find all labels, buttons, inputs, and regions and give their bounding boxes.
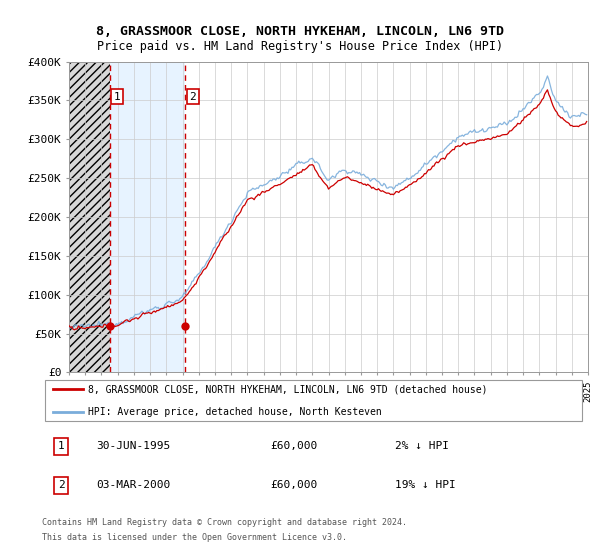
Text: 2: 2 <box>58 480 64 490</box>
Text: 2% ↓ HPI: 2% ↓ HPI <box>395 441 449 451</box>
Text: 2: 2 <box>190 92 196 101</box>
Text: Price paid vs. HM Land Registry's House Price Index (HPI): Price paid vs. HM Land Registry's House … <box>97 40 503 53</box>
Text: 30-JUN-1995: 30-JUN-1995 <box>97 441 170 451</box>
Bar <box>110 62 185 372</box>
FancyBboxPatch shape <box>45 380 582 421</box>
Text: 1: 1 <box>58 441 64 451</box>
Text: 8, GRASSMOOR CLOSE, NORTH HYKEHAM, LINCOLN, LN6 9TD (detached house): 8, GRASSMOOR CLOSE, NORTH HYKEHAM, LINCO… <box>88 384 488 394</box>
Text: 1: 1 <box>113 92 121 101</box>
Text: Contains HM Land Registry data © Crown copyright and database right 2024.: Contains HM Land Registry data © Crown c… <box>42 518 407 527</box>
Text: This data is licensed under the Open Government Licence v3.0.: This data is licensed under the Open Gov… <box>42 533 347 542</box>
Text: 8, GRASSMOOR CLOSE, NORTH HYKEHAM, LINCOLN, LN6 9TD: 8, GRASSMOOR CLOSE, NORTH HYKEHAM, LINCO… <box>96 25 504 38</box>
Text: 03-MAR-2000: 03-MAR-2000 <box>97 480 170 490</box>
Text: HPI: Average price, detached house, North Kesteven: HPI: Average price, detached house, Nort… <box>88 407 382 417</box>
Text: £60,000: £60,000 <box>270 480 317 490</box>
Text: 19% ↓ HPI: 19% ↓ HPI <box>395 480 456 490</box>
Text: £60,000: £60,000 <box>270 441 317 451</box>
Bar <box>69 62 110 372</box>
